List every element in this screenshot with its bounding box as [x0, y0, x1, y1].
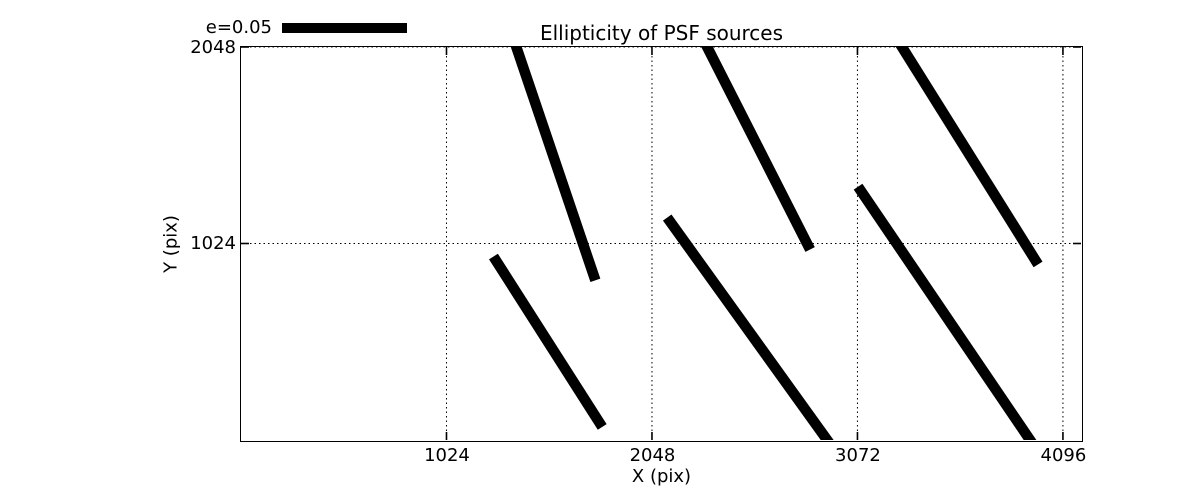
psf-ellipticity-whisker	[662, 214, 834, 440]
x-tick-label: 4096	[1040, 445, 1087, 466]
y-tick-label: 1024	[190, 233, 236, 254]
psf-ellipticity-whisker	[853, 183, 1037, 440]
psf-ellipticity-whisker	[510, 47, 601, 283]
plot-canvas	[241, 47, 1081, 440]
y-tick-label: 2048	[190, 36, 236, 58]
x-tick-label: 1024	[424, 445, 470, 466]
psf-ellipticity-whisker	[895, 47, 1043, 268]
x-tick-label: 3072	[835, 445, 881, 466]
legend-label: e=0.05	[205, 17, 272, 38]
x-axis-label: X (pix)	[631, 466, 692, 487]
psf-ellipticity-whisker	[701, 47, 815, 252]
legend-key-bar	[282, 23, 407, 33]
psf-ellipticity-whisker	[489, 253, 607, 430]
plot-area	[240, 46, 1083, 442]
x-tick-label: 2048	[629, 445, 676, 466]
chart-title: Ellipticity of PSF sources	[539, 21, 784, 45]
